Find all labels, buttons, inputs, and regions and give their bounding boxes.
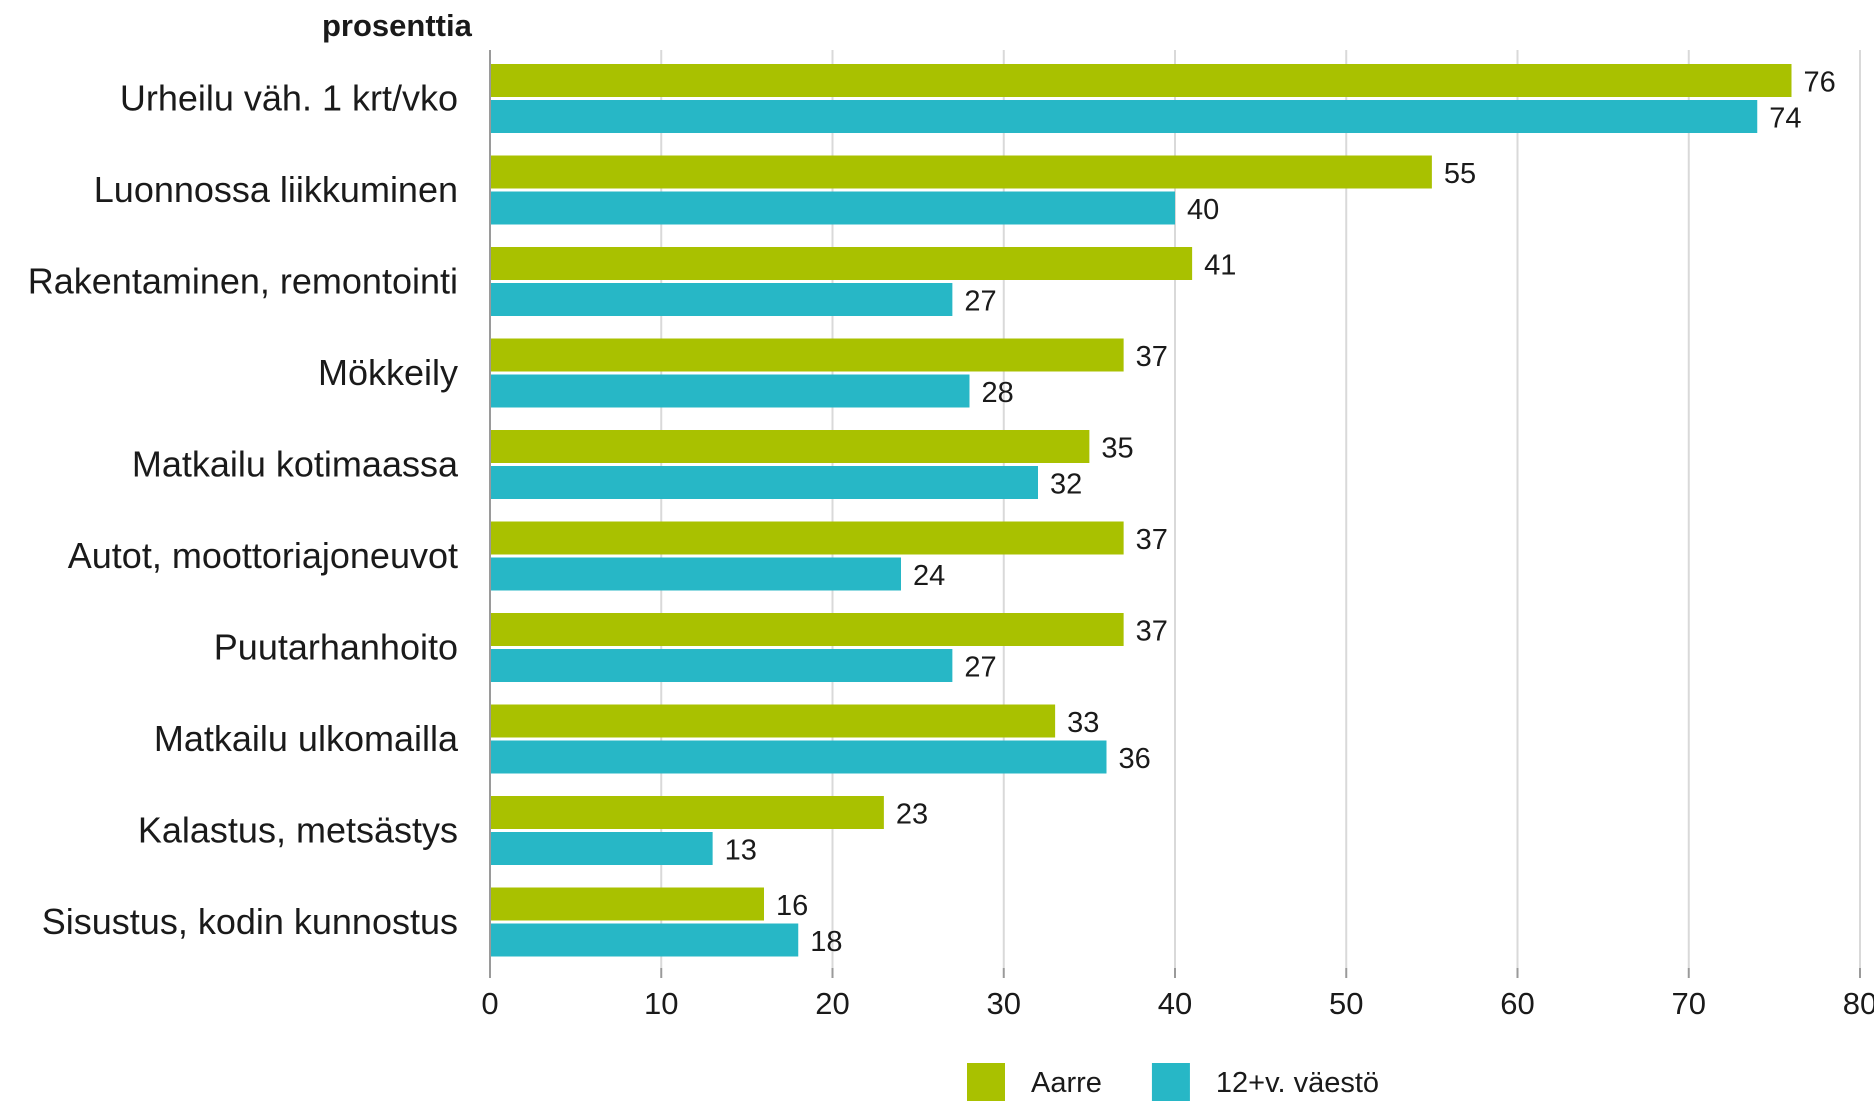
x-tick-label: 40 (1158, 986, 1192, 1021)
x-tick-label: 80 (1843, 986, 1874, 1021)
x-tick-label: 50 (1329, 986, 1363, 1021)
x-tick-label: 20 (815, 986, 849, 1021)
bar (490, 796, 884, 829)
bar (490, 191, 1175, 225)
legend-label: 12+v. väestö (1216, 1067, 1379, 1099)
data-label: 28 (982, 377, 1014, 409)
category-label: Sisustus, kodin kunnostus (42, 901, 458, 942)
data-label: 27 (964, 652, 996, 684)
bar (490, 64, 1792, 97)
category-label: Puutarhanhoito (214, 627, 458, 668)
bar (490, 247, 1193, 280)
data-label: 23 (896, 799, 928, 831)
data-label: 27 (964, 286, 996, 318)
bar (490, 887, 764, 921)
data-label: 40 (1187, 194, 1219, 226)
data-label: 36 (1119, 743, 1151, 775)
category-label: Urheilu väh. 1 krt/vko (120, 78, 458, 119)
bar (490, 430, 1090, 463)
data-label: 16 (776, 890, 808, 922)
x-tick-label: 0 (481, 986, 498, 1021)
bar (490, 740, 1107, 774)
bar (490, 521, 1124, 555)
category-label: Kalastus, metsästys (138, 810, 458, 851)
bar (490, 374, 970, 408)
bar (490, 704, 1056, 738)
data-label: 32 (1050, 469, 1082, 501)
bar (490, 155, 1432, 189)
bar (490, 466, 1038, 499)
category-label: Mökkeily (318, 352, 458, 393)
data-label: 37 (1136, 341, 1168, 373)
bar (490, 557, 901, 591)
data-label: 37 (1136, 616, 1168, 648)
x-tick-label: 70 (1672, 986, 1706, 1021)
data-label: 74 (1769, 103, 1801, 135)
category-label: Matkailu kotimaassa (132, 444, 459, 485)
bar (490, 613, 1124, 646)
data-label: 76 (1804, 67, 1836, 99)
category-label: Rakentaminen, remontointi (28, 261, 458, 302)
bar (490, 338, 1124, 372)
bar (490, 832, 713, 865)
category-label: Matkailu ulkomailla (154, 718, 459, 759)
bar (490, 283, 953, 316)
data-label: 13 (725, 835, 757, 867)
legend-swatch (1151, 1063, 1190, 1101)
x-tick-label: 30 (987, 986, 1021, 1021)
data-label: 35 (1101, 433, 1133, 465)
data-label: 24 (913, 560, 945, 592)
data-label: 33 (1067, 707, 1099, 739)
category-label: Autot, moottoriajoneuvot (68, 535, 458, 576)
data-label: 18 (810, 926, 842, 958)
legend-label: Aarre (1031, 1067, 1102, 1099)
data-label: 37 (1136, 524, 1168, 556)
legend-swatch (967, 1063, 1005, 1101)
data-label: 55 (1444, 158, 1476, 190)
x-tick-label: 60 (1500, 986, 1534, 1021)
bar (490, 923, 799, 957)
x-tick-label: 10 (644, 986, 678, 1021)
category-label: Luonnossa liikkuminen (94, 169, 458, 210)
bar (490, 649, 953, 682)
data-label: 41 (1204, 250, 1236, 282)
bar (490, 100, 1758, 133)
axis-unit-label: prosenttia (322, 8, 473, 43)
